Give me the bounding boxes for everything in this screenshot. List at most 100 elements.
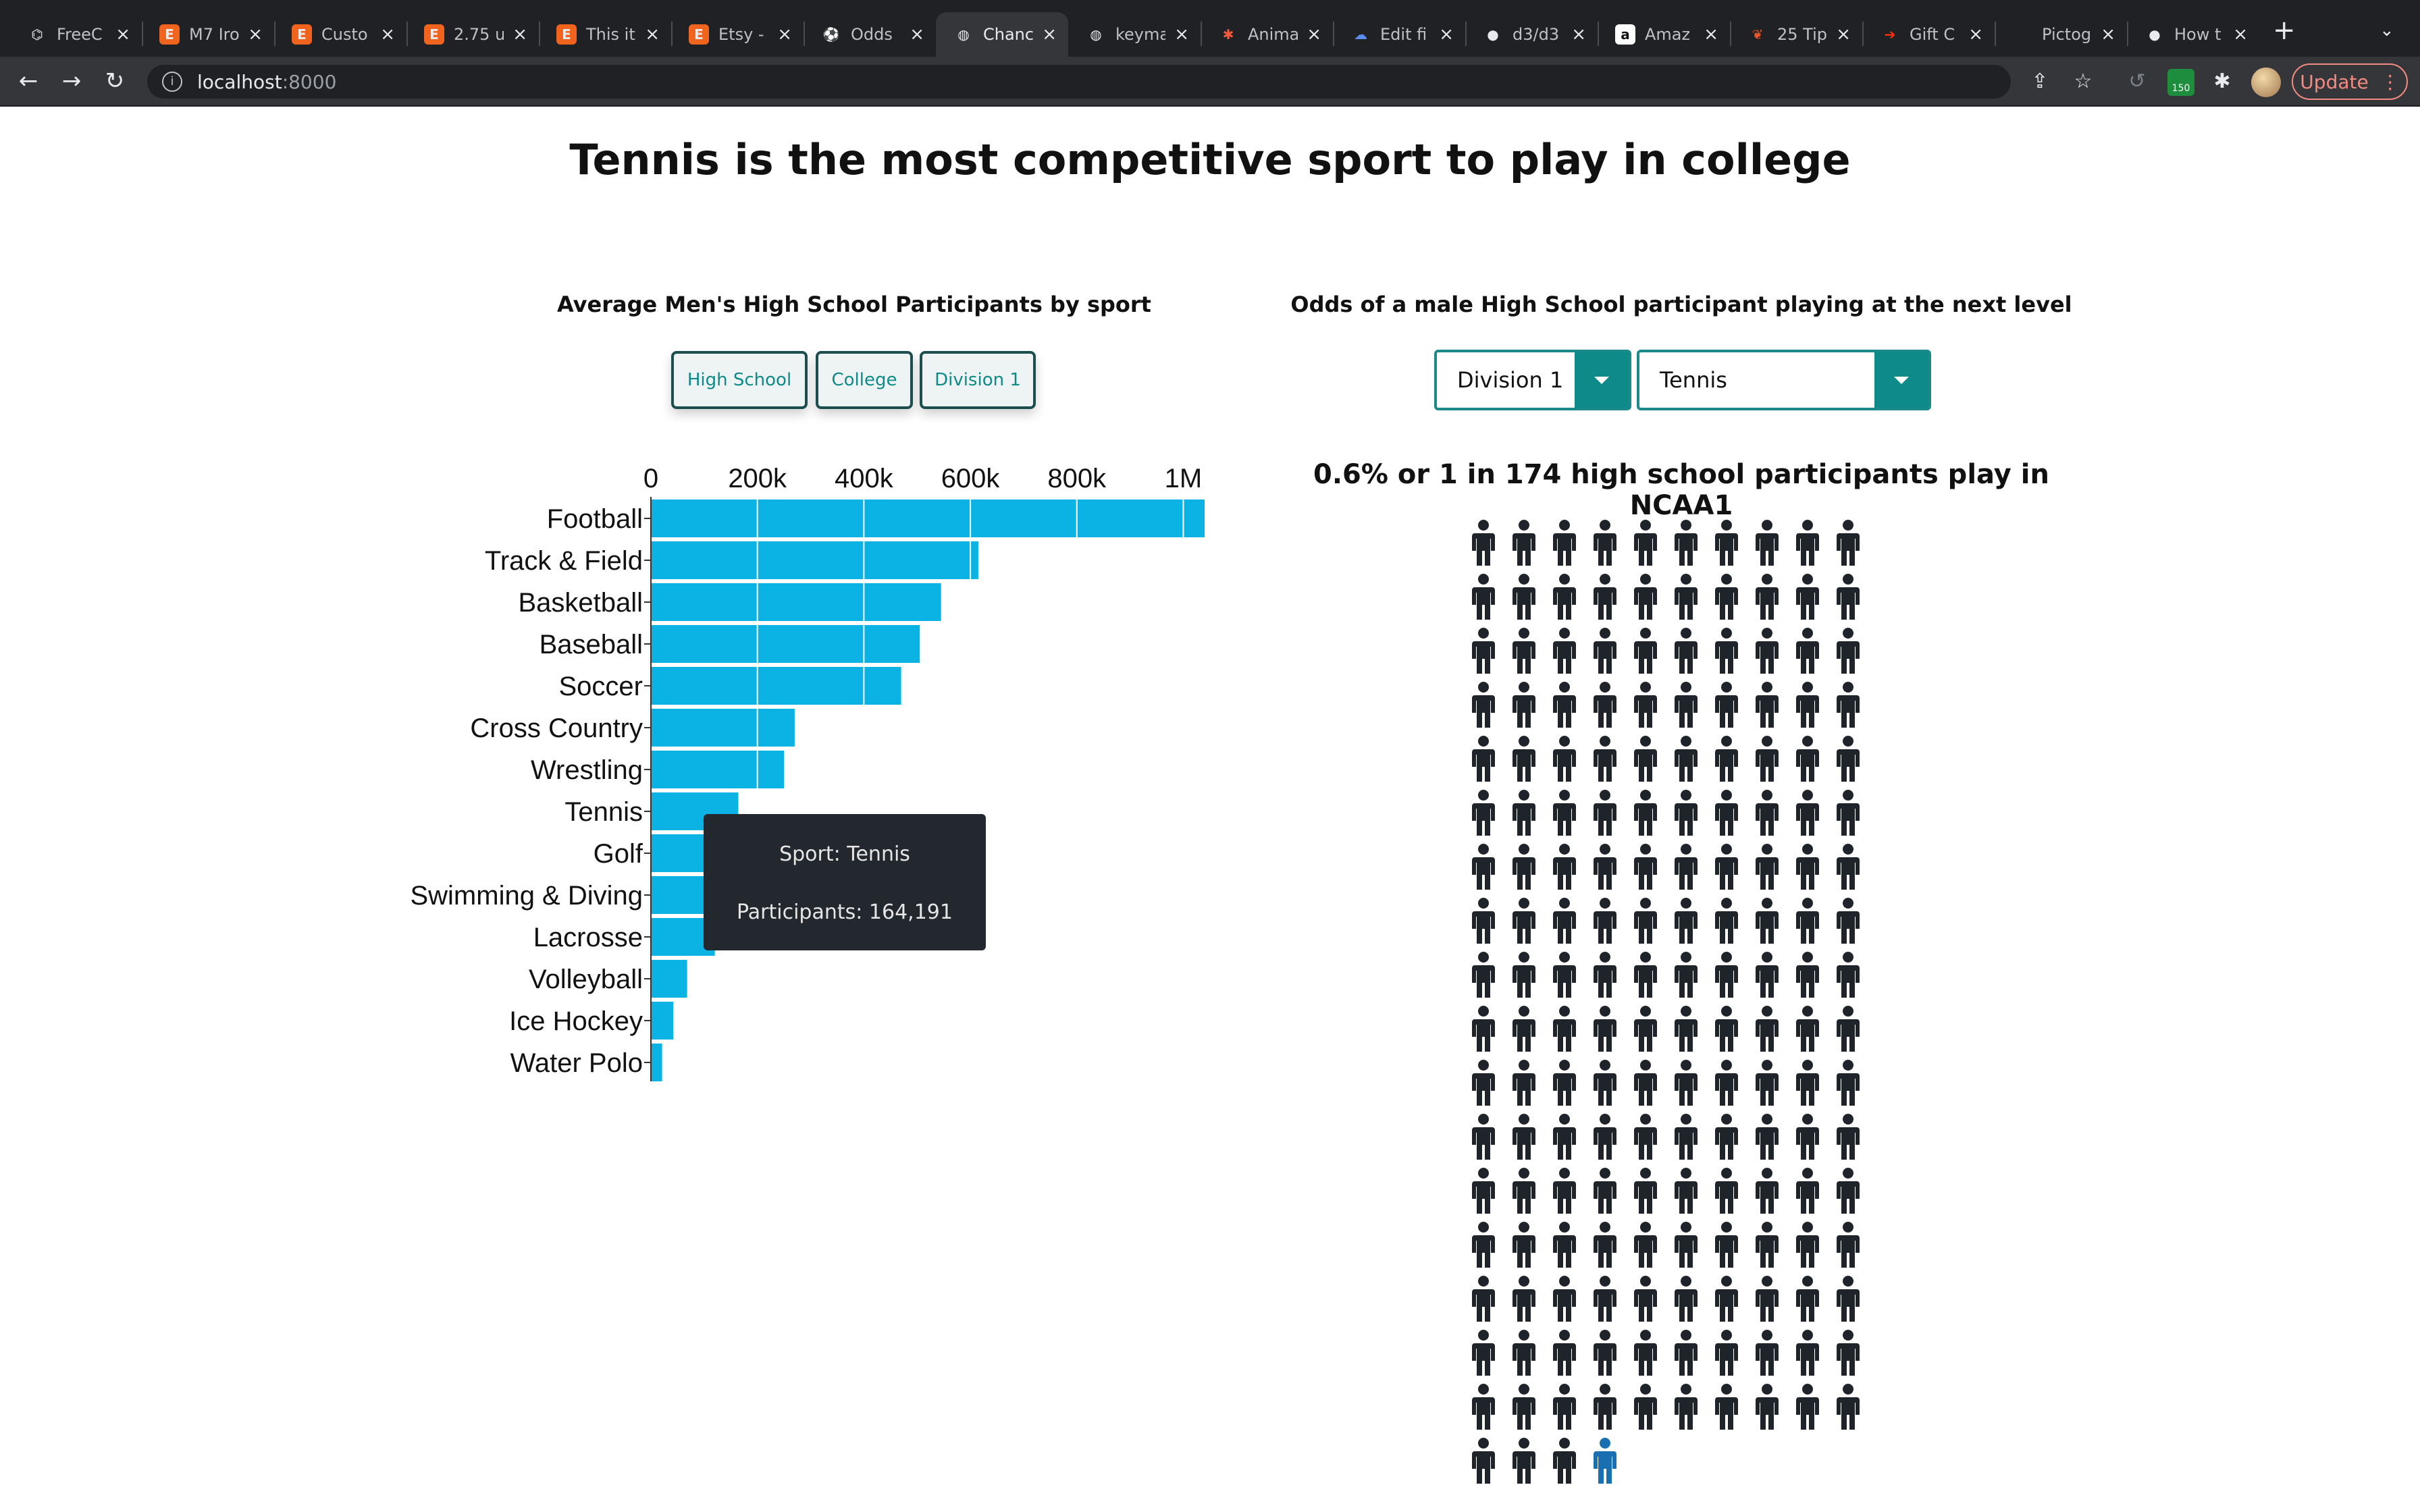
bar[interactable] — [651, 541, 978, 579]
high-school-button[interactable]: High School — [671, 351, 808, 409]
browser-tab-strip: ⌬ FreeC × E M7 Iro × E Custo × E 2.75 u × E This it × E… — [0, 0, 2420, 57]
tab-close-icon[interactable]: × — [777, 24, 792, 45]
person-icon — [1594, 1006, 1616, 1053]
bar[interactable] — [651, 1002, 674, 1040]
extension-badge-icon[interactable]: 150 — [2167, 69, 2194, 96]
browser-tab[interactable]: ✱ Anima × — [1201, 12, 1333, 57]
browser-tab[interactable]: ◍ keyma × — [1068, 12, 1201, 57]
back-arrow-icon[interactable]: ← — [18, 68, 38, 94]
tab-close-icon[interactable]: × — [1042, 24, 1057, 45]
tab-close-icon[interactable]: × — [1307, 24, 1321, 45]
person-icon — [1756, 790, 1779, 837]
bar[interactable] — [651, 1044, 662, 1081]
person-icon — [1756, 682, 1779, 729]
browser-tab[interactable]: E M7 Iro × — [142, 12, 274, 57]
share-icon[interactable]: ⇪ — [2031, 70, 2049, 93]
tab-title: This it — [586, 25, 635, 44]
caret-down-icon[interactable] — [1575, 352, 1629, 408]
person-icon — [1675, 898, 1698, 945]
level-select[interactable]: Division 1 — [1434, 350, 1631, 410]
kebab-menu-icon: ⋮ — [2380, 70, 2400, 93]
browser-tab[interactable]: ➔ Gift C × — [1862, 12, 1995, 57]
person-icon — [1634, 628, 1657, 675]
tab-title: M7 Iro — [189, 25, 240, 44]
tab-close-icon[interactable]: × — [910, 24, 924, 45]
tab-separator — [1862, 22, 1864, 46]
caret-down-icon[interactable] — [1874, 352, 1928, 408]
freecodecamp-icon: ⌬ — [31, 26, 43, 43]
browser-tab[interactable]: E Etsy - × — [671, 12, 804, 57]
person-icon — [1756, 1168, 1779, 1215]
tab-close-icon[interactable]: × — [1174, 24, 1189, 45]
tab-search-chevron-icon[interactable]: ⌄ — [2379, 20, 2394, 40]
person-icon — [1472, 844, 1495, 891]
tab-close-icon[interactable]: × — [645, 24, 660, 45]
person-icon — [1756, 574, 1779, 621]
tab-separator — [142, 22, 143, 46]
tab-close-icon[interactable]: × — [248, 24, 263, 45]
person-icon — [1594, 1330, 1616, 1377]
browser-tab[interactable]: ● d3/d3 × — [1465, 12, 1598, 57]
tab-separator — [2127, 22, 2128, 46]
tooltip-participants: Participants: 164,191 — [737, 900, 953, 924]
doordash-icon: ➔ — [1884, 26, 1896, 43]
tab-close-icon[interactable]: × — [2101, 24, 2115, 45]
browser-tab[interactable]: ☁ Edit fi × — [1333, 12, 1465, 57]
profile-avatar[interactable] — [2251, 68, 2281, 97]
tab-close-icon[interactable]: × — [512, 24, 527, 45]
browser-tab[interactable]: ● How t × — [2127, 12, 2259, 57]
browser-tab[interactable]: ⚽ Odds × — [804, 12, 936, 57]
bookmark-star-icon[interactable]: ☆ — [2074, 70, 2093, 93]
person-icon — [1553, 1330, 1576, 1377]
tab-close-icon[interactable]: × — [1836, 24, 1851, 45]
person-icon — [1634, 682, 1657, 729]
new-tab-button[interactable]: + — [2273, 15, 2296, 46]
person-icon — [1553, 1006, 1576, 1053]
bar[interactable] — [651, 625, 920, 663]
y-category-label: Ice Hockey — [509, 1006, 643, 1036]
person-icon — [1634, 1276, 1657, 1323]
tab-close-icon[interactable]: × — [2233, 24, 2248, 45]
bar[interactable] — [651, 751, 785, 788]
address-bar[interactable]: i localhost:8000 — [147, 65, 2011, 99]
browser-tab[interactable]: E 2.75 u × — [406, 12, 539, 57]
update-button[interactable]: Update ⋮ — [2292, 63, 2408, 100]
browser-tab[interactable]: a Amaz × — [1598, 12, 1730, 57]
bar[interactable] — [651, 709, 795, 747]
college-button[interactable]: College — [816, 351, 913, 409]
tab-close-icon[interactable]: × — [1704, 24, 1718, 45]
person-icon — [1553, 952, 1576, 999]
browser-tab[interactable]: Pictog × — [1995, 12, 2127, 57]
forward-arrow-icon[interactable]: → — [61, 68, 82, 94]
tab-close-icon[interactable]: × — [1439, 24, 1454, 45]
tab-close-icon[interactable]: × — [115, 24, 130, 45]
browser-tab[interactable]: E This it × — [539, 12, 671, 57]
tab-close-icon[interactable]: × — [1571, 24, 1586, 45]
browser-tab[interactable]: ◍ Chanc × — [936, 12, 1068, 57]
bar[interactable] — [651, 583, 941, 621]
etsy-icon: E — [689, 24, 709, 45]
browser-tab[interactable]: ❦ 25 Tip × — [1730, 12, 1862, 57]
extension-refresh-icon[interactable]: ↺ — [2128, 70, 2146, 93]
puzzle-extensions-icon[interactable]: ✱ — [2213, 70, 2231, 93]
tab-close-icon[interactable]: × — [1968, 24, 1983, 45]
browser-tab[interactable]: E Custo × — [274, 12, 406, 57]
tab-title: Pictog — [2042, 25, 2092, 44]
bar[interactable] — [651, 667, 901, 705]
site-info-icon[interactable]: i — [162, 72, 182, 92]
browser-tab[interactable]: ⌬ FreeC × — [9, 12, 142, 57]
bar[interactable] — [651, 500, 1205, 537]
reload-icon[interactable]: ↻ — [105, 68, 125, 94]
person-icon — [1472, 682, 1495, 729]
bar[interactable] — [651, 960, 687, 998]
person-icon — [1675, 520, 1698, 567]
person-icon — [1675, 682, 1698, 729]
division-1-button[interactable]: Division 1 — [920, 351, 1036, 409]
person-icon — [1553, 1438, 1576, 1485]
person-icon — [1796, 628, 1819, 675]
sport-select[interactable]: Tennis — [1637, 350, 1931, 410]
person-icon — [1715, 1114, 1738, 1161]
person-icon — [1837, 844, 1860, 891]
college-label: College — [831, 370, 897, 390]
tab-close-icon[interactable]: × — [380, 24, 395, 45]
